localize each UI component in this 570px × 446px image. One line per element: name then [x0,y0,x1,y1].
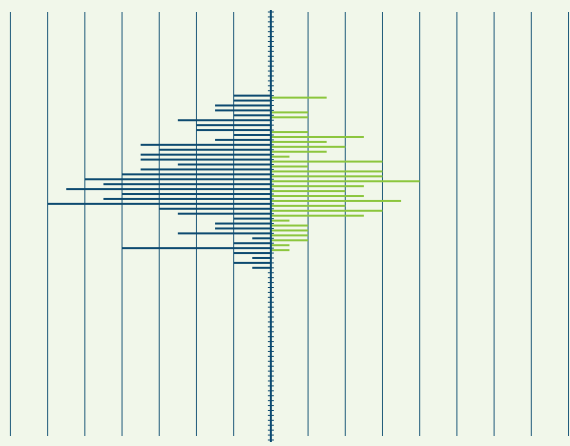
bar [270,214,364,217]
bar [270,199,402,202]
bar [177,212,271,215]
bar [252,266,271,269]
bar [270,234,309,237]
bar [103,183,271,186]
bar [215,227,271,230]
bar [103,197,271,200]
bar [270,116,309,119]
bar [122,247,271,250]
bar [215,222,271,225]
bar [233,114,271,117]
bar [159,207,271,210]
bar [270,140,327,143]
bar [215,109,271,112]
bar [140,153,271,156]
bar [270,239,309,242]
bar [233,261,271,264]
bar [270,209,383,212]
bar [233,217,271,220]
bar [270,165,309,168]
bar [233,133,271,136]
bar [177,163,271,166]
bar [270,155,290,158]
bar [233,252,271,255]
bar [270,145,346,148]
bar [270,180,420,183]
bar [177,232,271,235]
bar [270,170,383,173]
bar [233,99,271,102]
bar [270,135,364,138]
bar [270,219,290,222]
bar [122,193,271,196]
bar [270,111,309,114]
bar [270,185,364,188]
bar [270,229,309,232]
bar [270,204,346,207]
bar [270,244,290,247]
bar [140,143,271,146]
bar [140,168,271,171]
bar [215,138,271,141]
bar [270,96,327,99]
bar [270,195,364,198]
bar [233,242,271,245]
bar [122,173,271,176]
bar [270,249,290,252]
bar [196,124,271,127]
bar [233,94,271,97]
bar [270,175,383,178]
bar [270,160,383,163]
bar [270,224,309,227]
bar [66,188,271,191]
bar [252,237,271,240]
bar [84,178,271,181]
bar [140,158,271,161]
bar [215,104,271,107]
bar [47,202,271,205]
bar [196,129,271,132]
bar [270,150,327,153]
bar [159,148,271,151]
bar [177,119,271,122]
bar [252,256,271,259]
bar [270,131,309,134]
bar [270,190,346,193]
